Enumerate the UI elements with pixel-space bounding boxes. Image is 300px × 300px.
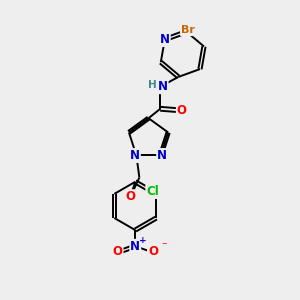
Text: Br: Br (181, 25, 195, 35)
Text: ⁻: ⁻ (161, 241, 167, 251)
Text: N: N (158, 80, 168, 93)
Text: N: N (157, 149, 167, 162)
Text: O: O (112, 245, 123, 258)
Text: O: O (148, 245, 158, 258)
Text: N: N (130, 240, 140, 253)
Text: N: N (160, 33, 170, 46)
Text: +: + (139, 236, 146, 245)
Text: N: N (130, 149, 140, 162)
Text: H: H (148, 80, 156, 90)
Text: Cl: Cl (146, 185, 159, 198)
Text: O: O (177, 104, 187, 117)
Text: O: O (125, 190, 136, 203)
